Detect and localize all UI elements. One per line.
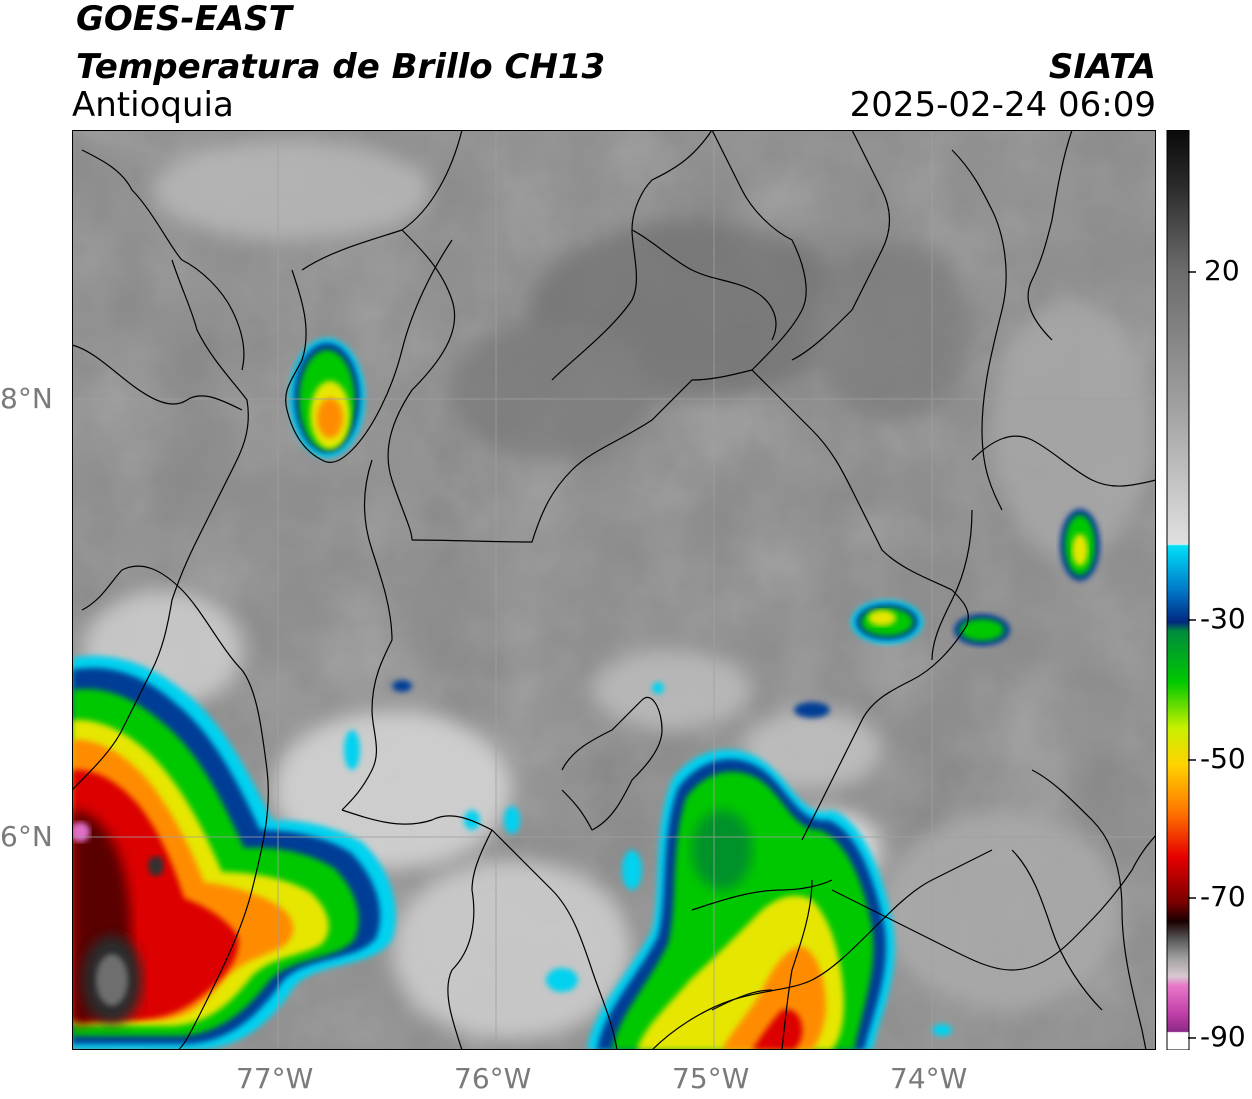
- colorbar-tick-neg70: -70: [1200, 880, 1246, 913]
- boundaries: [72, 130, 1156, 1050]
- storm-east-2: [954, 614, 1010, 646]
- lon-tick-76w: 76°W: [454, 1062, 532, 1095]
- product-title: Temperatura de Brillo CH13: [76, 47, 606, 87]
- colorbar-tick-neg90: -90: [1200, 1020, 1246, 1053]
- graticule: [72, 130, 1156, 1050]
- colorbar-tick-20: 20: [1204, 254, 1240, 287]
- datetime-label: 2025-02-24 06:09: [849, 85, 1156, 125]
- storm-south-central: [587, 749, 895, 1050]
- cold-specks: [344, 680, 952, 1036]
- storm-east-3: [1060, 509, 1100, 581]
- agency-label: SIATA: [1048, 47, 1156, 87]
- storm-east-1: [851, 600, 923, 644]
- lat-tick-8n: 8°N: [0, 382, 53, 415]
- storm-uraba: [289, 338, 365, 458]
- satellite-title: GOES-EAST: [76, 0, 292, 39]
- colorbar-tick-neg50: -50: [1200, 742, 1246, 775]
- storm-southwest: [72, 655, 396, 1050]
- colorbar-tick-neg30: -30: [1200, 602, 1246, 635]
- satellite-map: [72, 130, 1156, 1050]
- colorbar-ticks: [1188, 271, 1196, 1039]
- lon-tick-77w: 77°W: [236, 1062, 314, 1095]
- lat-tick-6n: 6°N: [0, 820, 53, 853]
- colorbar: [1166, 130, 1190, 1050]
- region-title: Antioquia: [72, 85, 234, 125]
- lon-tick-74w: 74°W: [890, 1062, 968, 1095]
- lon-tick-75w: 75°W: [672, 1062, 750, 1095]
